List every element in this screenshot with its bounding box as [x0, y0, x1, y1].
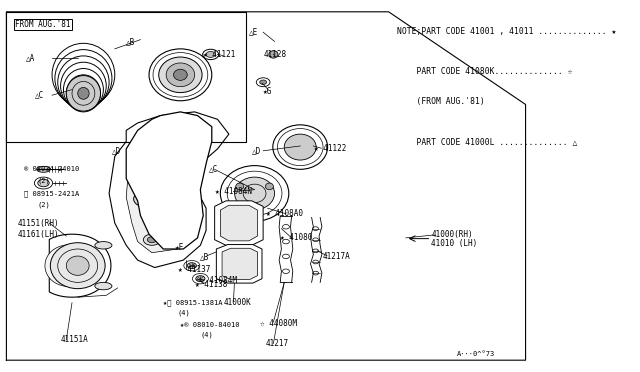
Ellipse shape — [95, 241, 112, 249]
Text: 41128: 41128 — [263, 50, 286, 59]
Text: (2): (2) — [38, 177, 51, 184]
Text: ★F: ★F — [175, 243, 184, 251]
Circle shape — [149, 164, 172, 179]
Polygon shape — [49, 234, 111, 297]
Text: △E: △E — [249, 28, 258, 37]
Text: (4): (4) — [177, 310, 190, 316]
Text: (2): (2) — [38, 201, 51, 208]
Ellipse shape — [67, 256, 89, 275]
Polygon shape — [126, 123, 206, 253]
Text: ® 08034-24010: ® 08034-24010 — [24, 166, 79, 172]
Text: △D: △D — [252, 146, 261, 155]
Text: NOTE;PART CODE 41001 , 41011 .............. ★: NOTE;PART CODE 41001 , 41011 ...........… — [397, 27, 616, 36]
Text: A···0^°73: A···0^°73 — [457, 350, 495, 356]
Text: (4): (4) — [200, 332, 213, 338]
Circle shape — [260, 80, 266, 84]
Text: 41010 (LH): 41010 (LH) — [431, 239, 477, 248]
Text: ★ 41084N: ★ 41084N — [214, 187, 252, 196]
Text: PART CODE 41080K.............. ☆: PART CODE 41080K.............. ☆ — [397, 67, 573, 76]
Circle shape — [147, 237, 156, 243]
Ellipse shape — [77, 87, 89, 99]
Text: (FROM AUG.'81): (FROM AUG.'81) — [397, 97, 485, 106]
Ellipse shape — [67, 76, 100, 111]
Ellipse shape — [230, 206, 247, 214]
Ellipse shape — [177, 222, 184, 228]
Text: 41000(RH): 41000(RH) — [431, 230, 473, 239]
Text: ★ 41122: ★ 41122 — [314, 144, 347, 153]
Text: PART CODE 41000L .............. △: PART CODE 41000L .............. △ — [397, 138, 577, 147]
Text: △C: △C — [209, 165, 218, 174]
Ellipse shape — [95, 282, 112, 290]
Ellipse shape — [159, 57, 202, 93]
Text: ★ⓜ 08915-1381A: ★ⓜ 08915-1381A — [163, 299, 223, 306]
Circle shape — [134, 191, 159, 207]
Text: ★® 08010-84010: ★® 08010-84010 — [180, 322, 240, 328]
Ellipse shape — [173, 69, 188, 80]
Circle shape — [188, 263, 196, 269]
Polygon shape — [222, 248, 257, 279]
Ellipse shape — [266, 183, 273, 190]
Text: FROM AUG.'81: FROM AUG.'81 — [15, 20, 70, 29]
Circle shape — [38, 179, 49, 187]
Text: ⓜ 08915-2421A: ⓜ 08915-2421A — [24, 190, 79, 197]
Text: ★ 41080: ★ 41080 — [280, 233, 312, 243]
Text: 41161(LH): 41161(LH) — [18, 230, 60, 239]
Text: 41151(RH): 41151(RH) — [18, 219, 60, 228]
Text: 41217A: 41217A — [323, 252, 351, 261]
Ellipse shape — [164, 177, 173, 184]
Ellipse shape — [269, 51, 278, 58]
Text: ★ 4108А0: ★ 4108А0 — [266, 209, 303, 218]
Circle shape — [140, 165, 153, 174]
Text: 41217: 41217 — [266, 339, 289, 348]
Ellipse shape — [164, 154, 173, 162]
Ellipse shape — [166, 63, 195, 87]
Polygon shape — [45, 244, 99, 287]
Ellipse shape — [235, 177, 275, 210]
Text: ★ 41137: ★ 41137 — [177, 265, 210, 274]
Text: △D: △D — [112, 146, 121, 155]
Circle shape — [164, 133, 180, 143]
Ellipse shape — [251, 204, 259, 211]
Circle shape — [182, 126, 202, 139]
Polygon shape — [109, 112, 229, 267]
Text: △C: △C — [35, 91, 44, 100]
Ellipse shape — [36, 166, 51, 172]
Polygon shape — [214, 201, 263, 245]
Text: ☆ 41084M: ☆ 41084M — [200, 276, 237, 285]
Text: △B: △B — [126, 37, 136, 46]
Circle shape — [179, 202, 199, 215]
Circle shape — [175, 228, 189, 237]
Text: 41151A: 41151A — [61, 335, 88, 344]
Polygon shape — [126, 112, 212, 249]
Text: ★ 41138: ★ 41138 — [195, 280, 227, 289]
Ellipse shape — [236, 183, 244, 190]
Text: 41000K: 41000K — [223, 298, 251, 307]
Text: △B: △B — [200, 252, 210, 261]
Polygon shape — [220, 205, 257, 241]
Text: ★ 41121: ★ 41121 — [204, 50, 236, 59]
Circle shape — [196, 276, 205, 282]
Ellipse shape — [177, 242, 184, 248]
Text: ☆ 44080M: ☆ 44080M — [260, 319, 297, 328]
Text: ★G: ★G — [263, 87, 273, 96]
Ellipse shape — [51, 243, 105, 289]
Circle shape — [143, 234, 161, 245]
Circle shape — [186, 129, 198, 136]
Circle shape — [136, 163, 156, 176]
Polygon shape — [216, 244, 262, 283]
Ellipse shape — [230, 232, 247, 240]
Circle shape — [206, 51, 215, 57]
Circle shape — [138, 193, 155, 205]
Ellipse shape — [284, 134, 316, 160]
Text: △A: △A — [26, 54, 36, 62]
